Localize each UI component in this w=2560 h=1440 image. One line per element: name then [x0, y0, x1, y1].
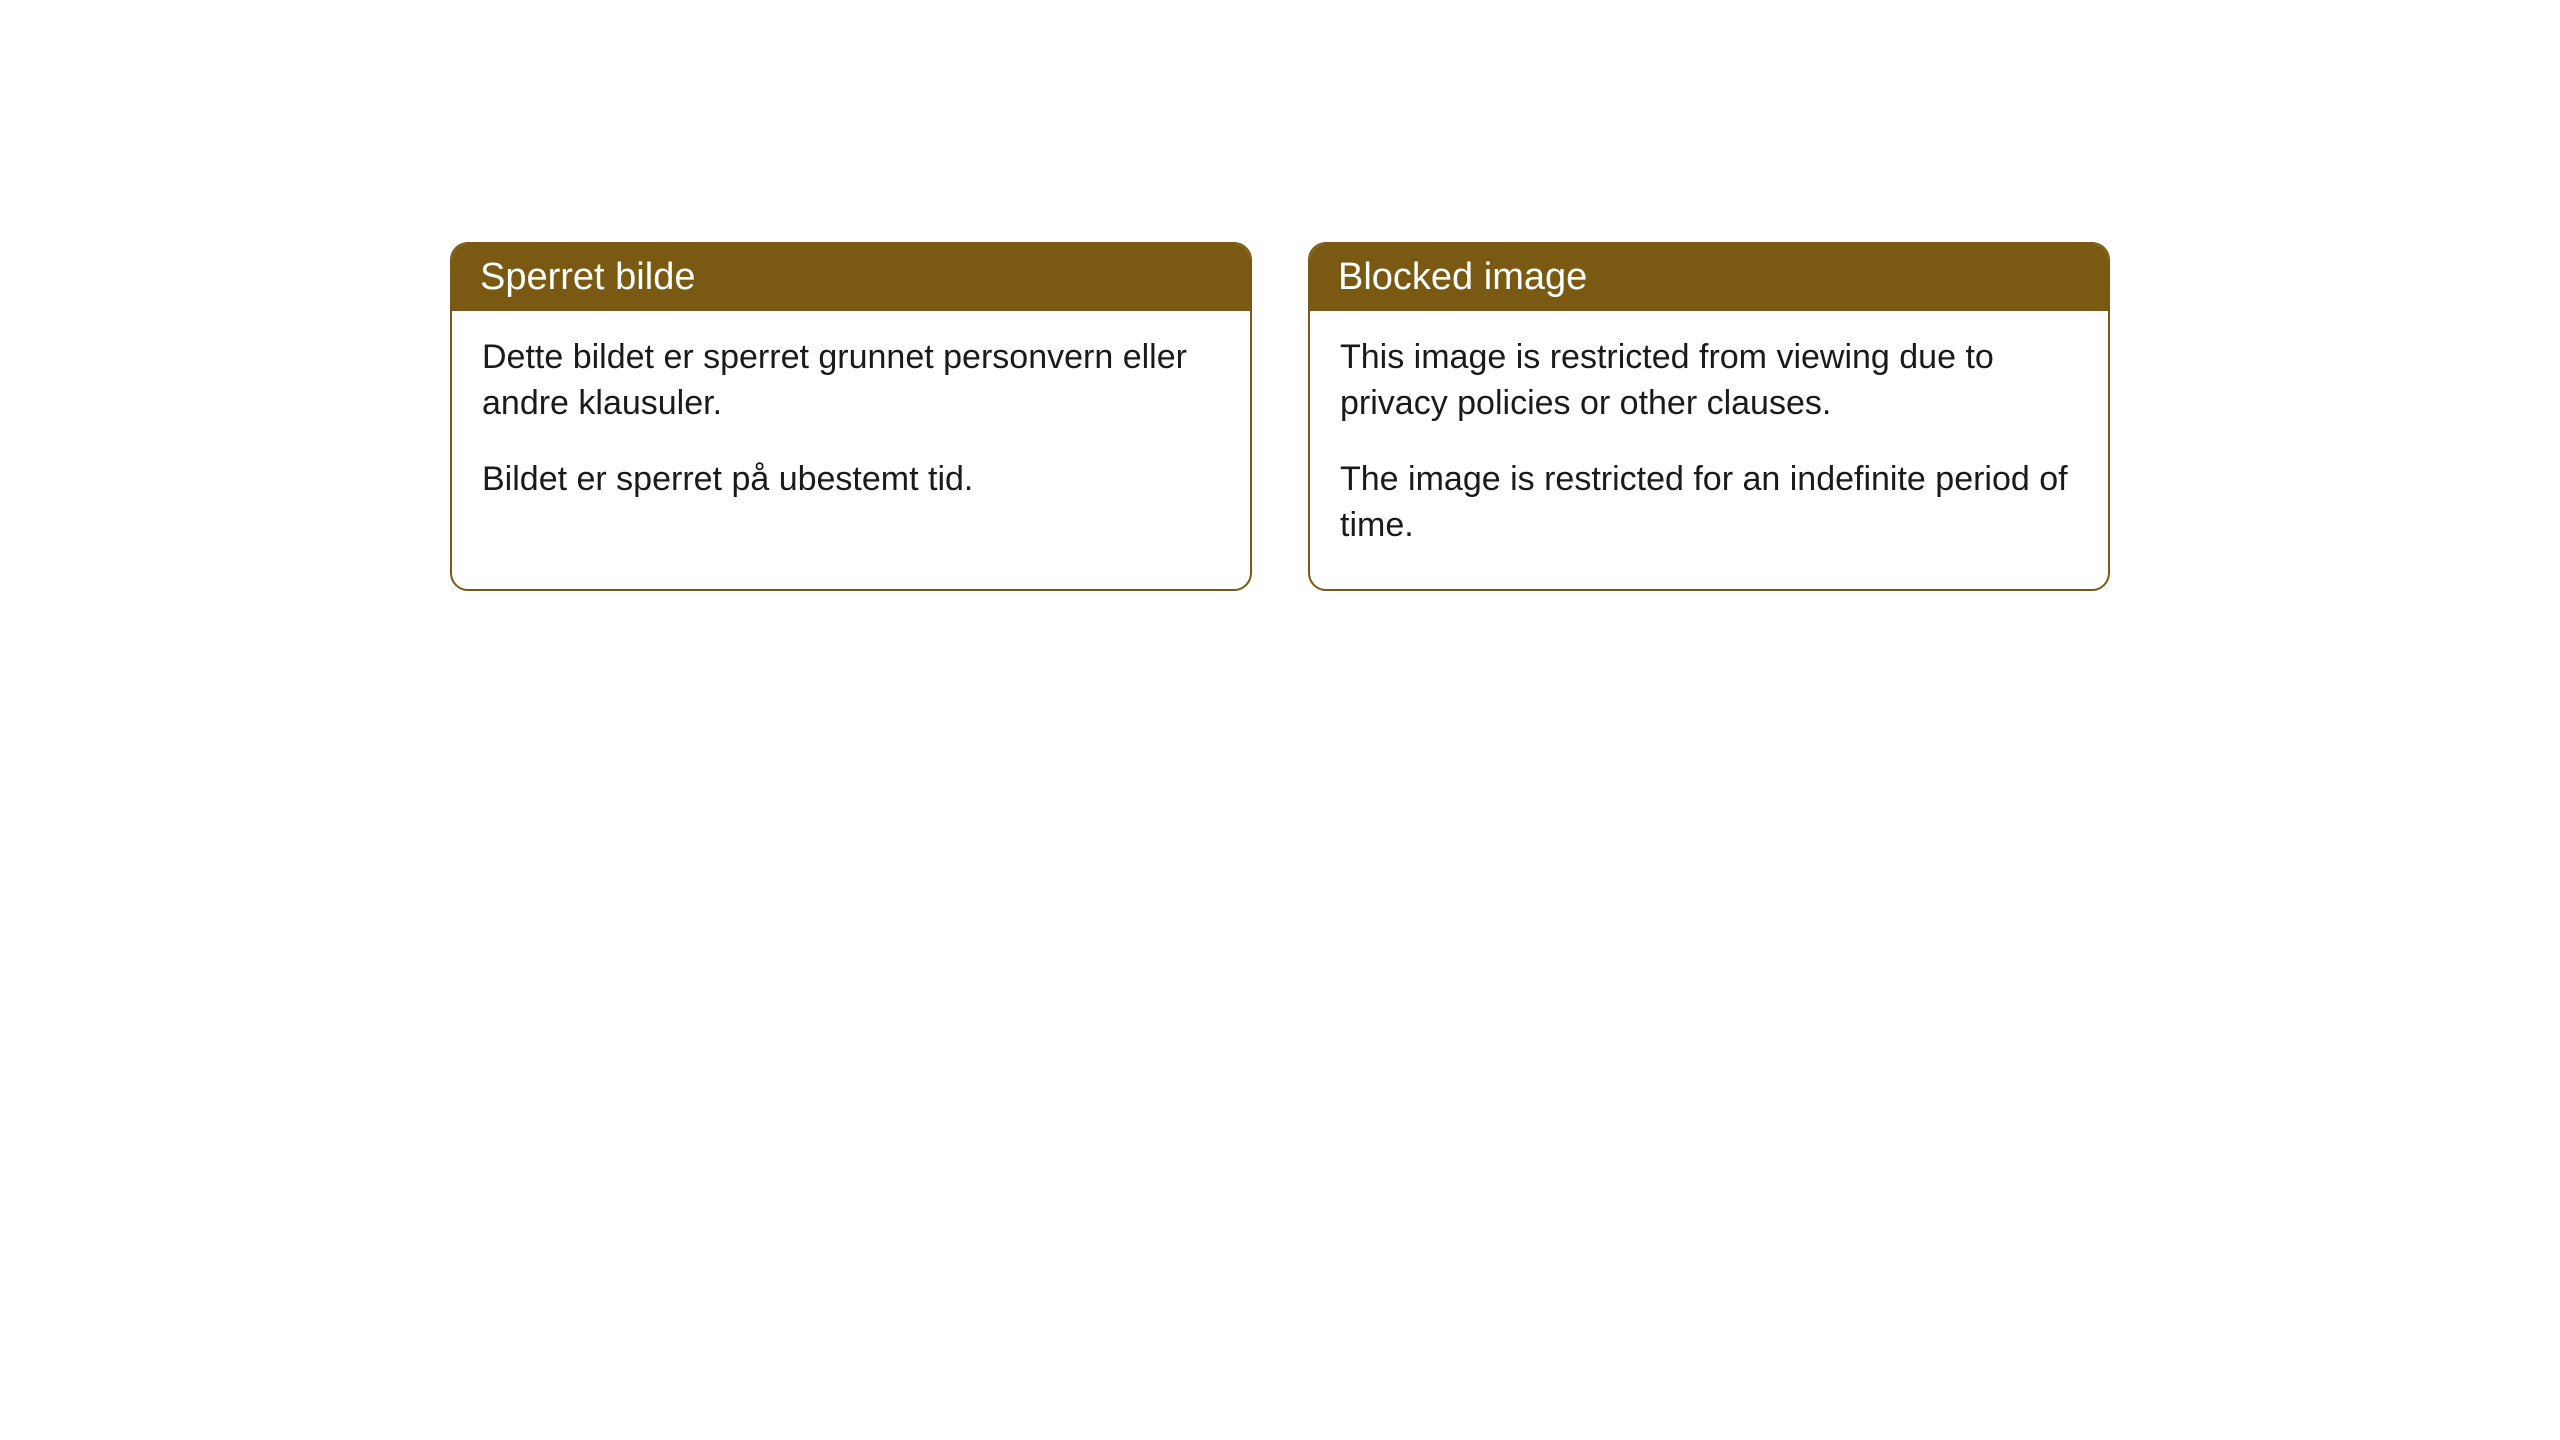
blocked-image-card-norwegian: Sperret bilde Dette bildet er sperret gr… [450, 242, 1252, 591]
card-body-norwegian: Dette bildet er sperret grunnet personve… [452, 311, 1250, 543]
card-paragraph-1: Dette bildet er sperret grunnet personve… [482, 335, 1220, 427]
notice-container: Sperret bilde Dette bildet er sperret gr… [0, 0, 2560, 591]
card-title: Blocked image [1338, 256, 1587, 298]
blocked-image-card-english: Blocked image This image is restricted f… [1308, 242, 2110, 591]
card-paragraph-2: Bildet er sperret på ubestemt tid. [482, 457, 1220, 503]
card-body-english: This image is restricted from viewing du… [1310, 311, 2108, 589]
card-header-english: Blocked image [1310, 244, 2108, 311]
card-title: Sperret bilde [480, 256, 695, 298]
card-paragraph-1: This image is restricted from viewing du… [1340, 335, 2078, 427]
card-header-norwegian: Sperret bilde [452, 244, 1250, 311]
card-paragraph-2: The image is restricted for an indefinit… [1340, 457, 2078, 549]
